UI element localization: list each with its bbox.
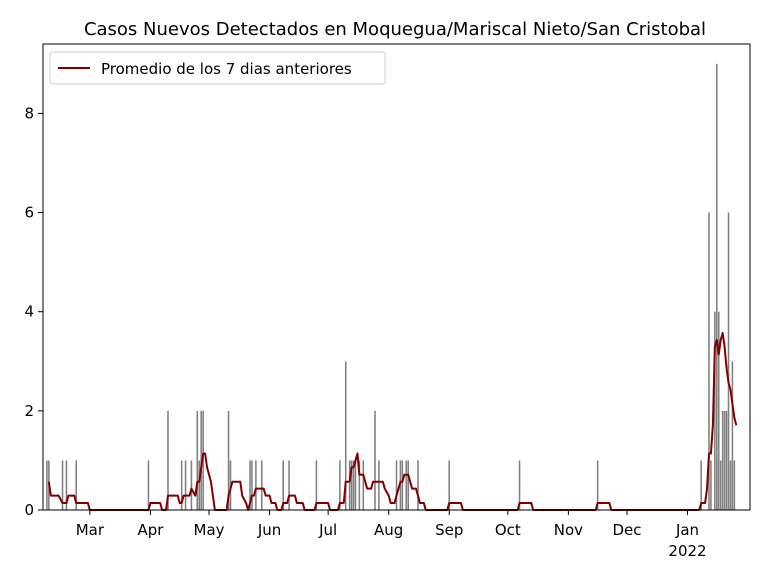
x-tick-label: Mar [76,521,105,539]
x-axis: Mar Apr May Jun Jul Aug Sep Oct Nov Dec Jan 2022 [76,510,707,560]
bar [729,460,732,510]
bar [190,460,193,510]
bar [374,410,376,510]
bar [339,460,341,510]
x-tick-label: Nov [554,521,583,539]
y-tick-label: 6 [24,204,34,222]
bar [354,460,357,510]
x-tick-sublabel: 2022 [668,542,706,560]
bar [596,460,599,510]
bar [352,460,355,510]
bar [717,311,720,510]
x-tick-label: Jul [318,521,337,539]
bar [282,460,284,510]
x-tick-label: Aug [374,521,403,539]
bar [417,460,419,510]
bar [708,212,710,511]
bar [716,63,718,510]
bar [227,410,230,510]
bar [255,460,257,510]
bar [405,460,408,510]
bar [288,460,290,510]
bar [719,460,722,510]
average-line [47,332,738,511]
bar [167,410,169,510]
bar [198,460,201,510]
bar [358,460,361,510]
bar [721,410,724,510]
y-tick-label: 4 [24,303,34,321]
x-tick-label: Apr [137,521,164,539]
plot-frame [42,43,751,511]
bar [147,460,150,510]
bar [518,460,521,510]
bar [251,460,253,510]
bar [196,410,199,510]
legend: Promedio de los 7 dias anteriores [49,51,386,85]
bar [395,460,398,510]
bar [725,410,728,510]
chart-title: Casos Nuevos Detectados en Moquegua/Mari… [84,19,706,40]
bar [184,460,187,510]
bar [249,460,251,510]
bar [710,460,712,510]
x-tick-label: May [194,521,225,539]
x-tick-label: Sep [435,521,463,539]
bar [315,460,318,510]
bar [407,460,409,510]
bar [378,460,380,510]
legend-box [49,51,386,85]
y-axis: 0 2 4 6 8 [24,104,43,519]
bar [260,460,263,510]
legend-label: Promedio de los 7 dias anteriores [101,60,352,78]
average-line-series [47,332,738,511]
bar [46,460,48,510]
y-tick-label: 2 [24,402,34,420]
y-tick-label: 0 [24,501,34,519]
bar [65,460,68,510]
x-tick-label: Jan [675,521,699,539]
bar [714,311,716,510]
bar [348,460,351,510]
bar [733,460,736,510]
bar [362,460,365,510]
bar [61,460,64,510]
bar [344,361,347,510]
bar [700,460,702,510]
bar [75,460,77,510]
bar [727,212,730,511]
bar [448,460,451,510]
x-tick-label: Dec [612,521,641,539]
x-tick-label: Oct [495,521,521,539]
bar [731,361,734,510]
y-tick-label: 8 [24,104,34,122]
bar [350,460,353,510]
bar [401,460,404,510]
bar [723,410,726,510]
bar [180,460,183,510]
x-tick-label: Jun [257,521,281,539]
